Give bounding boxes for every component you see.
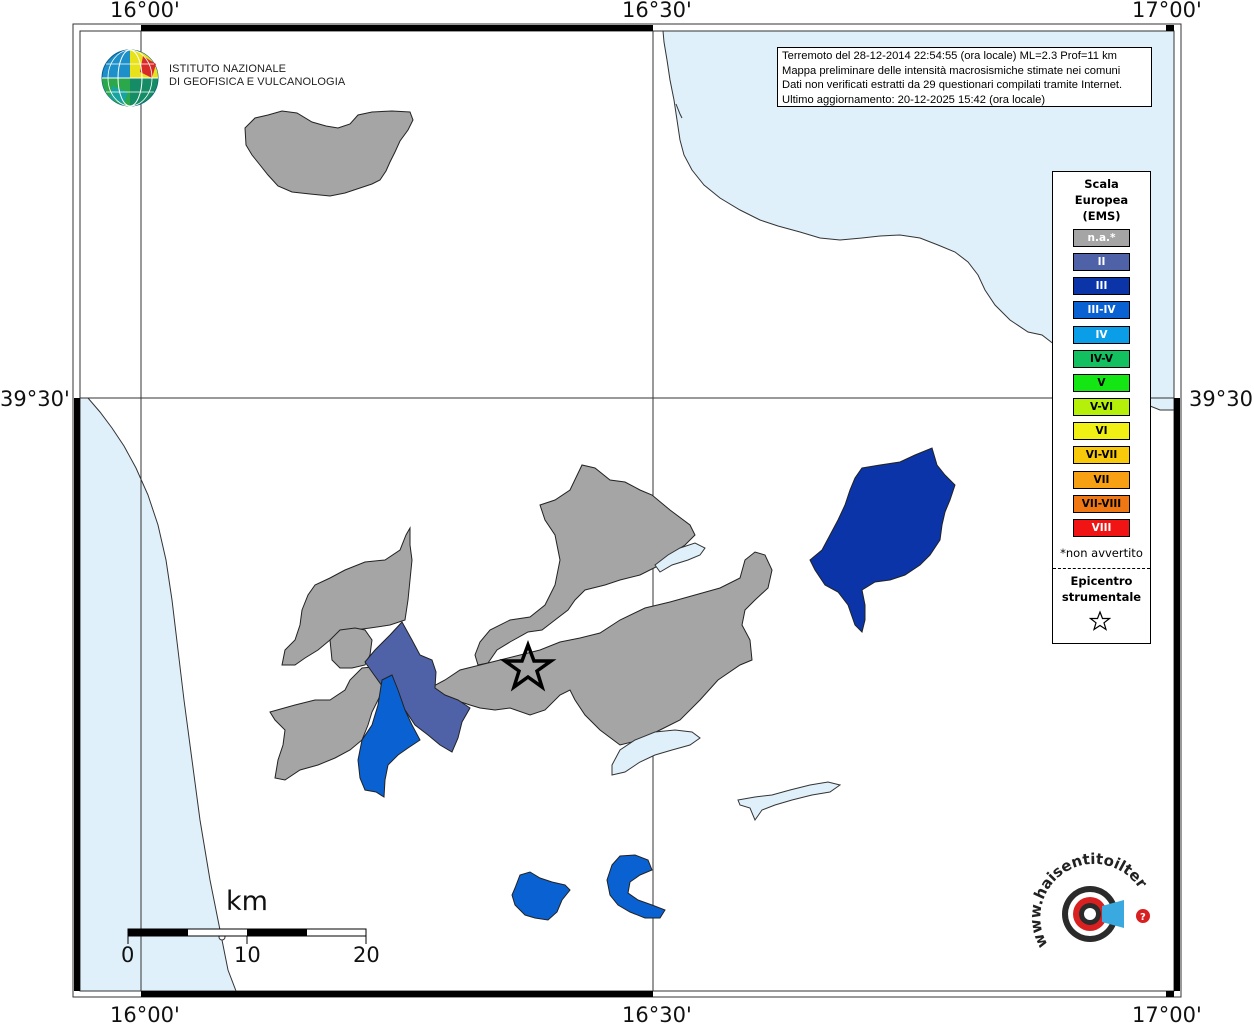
coord-right-39-30: 39°30' — [1189, 387, 1254, 411]
legend-item: IV — [1073, 325, 1130, 344]
scale-tick-0: 0 — [121, 943, 135, 967]
legend-item: n.a.* — [1073, 229, 1130, 247]
coord-bottom-17-00: 17°00' — [1132, 1003, 1202, 1027]
event-info-box: Terremoto del 28-12-2014 22:54:55 (ora l… — [777, 47, 1152, 107]
intensity-legend: Scala Europea (EMS) n.a.* II III III-IV IV IV… — [1052, 171, 1151, 644]
legend-epicenter-line1: Epicentro — [1070, 574, 1133, 588]
svg-text:?: ? — [1140, 912, 1146, 923]
legend-note: *non avvertito — [1060, 546, 1143, 560]
lake-2 — [611, 729, 701, 776]
legend-item: VII — [1073, 470, 1130, 489]
coord-top-16-30: 16°30' — [622, 0, 692, 22]
legend-item: III-IV — [1073, 301, 1130, 320]
municipality-na-central-main — [429, 551, 773, 746]
scale-tick-10: 10 — [234, 943, 261, 967]
institute-name-line1: ISTITUTO NAZIONALE — [169, 63, 287, 75]
coord-bottom-16-30: 16°30' — [622, 1003, 692, 1027]
legend-title-line2: Europea — [1074, 193, 1129, 207]
sea-tyrrhenian — [79, 397, 237, 992]
legend-item: V-VI — [1073, 398, 1130, 417]
coord-left-39-30: 39°30' — [0, 387, 70, 411]
municipality-na-west2 — [269, 666, 384, 781]
lake-1 — [654, 542, 706, 573]
legend-title: Scala Europea (EMS) — [1053, 176, 1150, 224]
event-info-line4: Ultimo aggiornamento: 20-12-2025 15:42 (… — [782, 93, 1046, 106]
legend-item: VII-VIII — [1073, 494, 1130, 513]
legend-item: V — [1073, 373, 1130, 392]
frame-checkers — [74, 25, 1180, 997]
municipality-intensity-iii-iv-west — [357, 674, 421, 798]
municipality-na-west3 — [329, 627, 373, 669]
legend-item: II — [1073, 253, 1130, 272]
legend-item: VIII — [1073, 518, 1130, 537]
legend-epicenter-line2: strumentale — [1061, 590, 1142, 604]
institute-name-line2: DI GEOFISICA E VULCANOLOGIA — [169, 76, 346, 88]
legend-item: VI — [1073, 422, 1130, 441]
legend-item: III — [1073, 277, 1130, 296]
municipality-intensity-iii-east — [809, 447, 956, 633]
coord-top-16-00: 16°00' — [110, 0, 180, 22]
haisentito-logo-icon: ? www.haisentitoilterremoto.it — [1028, 850, 1151, 951]
legend-item: IV-V — [1073, 349, 1130, 368]
legend-divider — [1053, 568, 1150, 569]
institute-name: ISTITUTO NAZIONALE DI GEOFISICA E VULCAN… — [169, 63, 345, 89]
municipality-na-central-north — [474, 464, 696, 666]
scale-tick-20: 20 — [353, 943, 380, 967]
coord-bottom-16-00: 16°00' — [110, 1003, 180, 1027]
lake-3 — [737, 781, 842, 822]
event-info-line1: Terremoto del 28-12-2014 22:54:55 (ora l… — [782, 50, 1117, 62]
coord-top-17-00: 17°00' — [1132, 0, 1202, 22]
municipality-na-west1 — [281, 526, 413, 666]
ingv-globe-icon — [101, 49, 159, 107]
epicenter-star-icon — [499, 640, 557, 692]
legend-title-line3: (EMS) — [1082, 209, 1121, 223]
legend-item: VI-VII — [1073, 446, 1130, 465]
scale-unit: km — [226, 886, 268, 917]
legend-title-line1: Scala — [1084, 177, 1119, 191]
municipality-intensity-iii-iv-south1 — [511, 871, 571, 921]
legend-star-icon — [1089, 610, 1111, 631]
event-info-line3: Dati non verificati estratti da 29 quest… — [782, 79, 1123, 92]
legend-epicenter-label: Epicentro strumentale — [1053, 573, 1150, 605]
municipality-intensity-iii-iv-south2 — [606, 854, 666, 919]
municipality-na-north — [244, 110, 414, 197]
event-info-line2: Mappa preliminare delle intensità macros… — [782, 64, 1121, 77]
scale-bar — [127, 928, 367, 944]
